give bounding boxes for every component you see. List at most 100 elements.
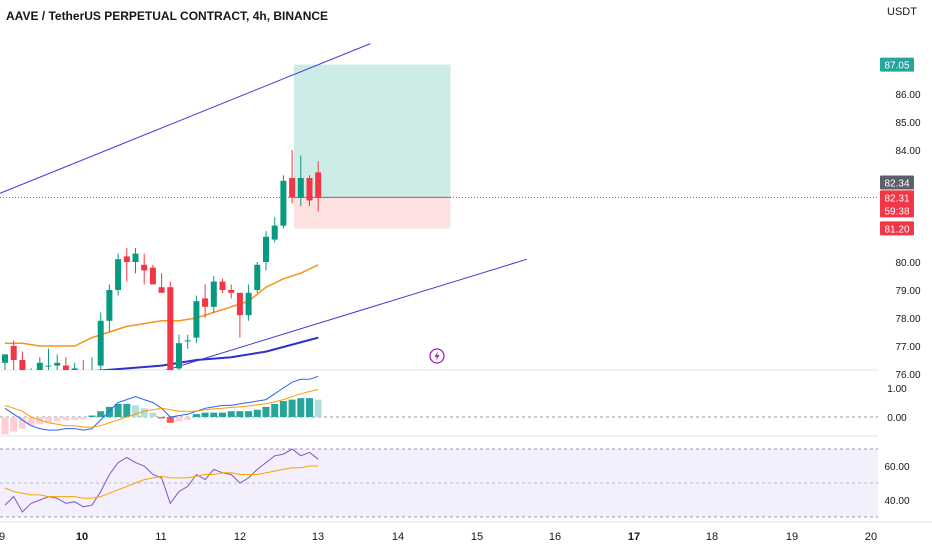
candle-body [89, 371, 95, 379]
macd-hist-bar [175, 417, 183, 422]
candle-body [271, 225, 278, 240]
candle-body [158, 287, 165, 293]
macd-hist-bar [97, 411, 105, 417]
main-pane [0, 43, 528, 379]
candle-body [149, 267, 156, 285]
candle-body [45, 365, 52, 367]
last-price-label-bg [880, 175, 914, 190]
macd-hist-bar [1, 417, 9, 435]
macd-hist-bar [184, 417, 192, 420]
price-tick-label: 78.00 [895, 314, 920, 325]
candle-body [123, 256, 130, 262]
entry-price-label-bg [880, 190, 914, 205]
countdown-label: 59:38 [884, 206, 909, 217]
signal-line [4, 388, 319, 428]
macd-hist-bar [297, 398, 305, 417]
price-tick-label: 85.00 [895, 118, 920, 129]
macd-hist-bar [140, 408, 148, 417]
time-tick-label: 16 [549, 531, 561, 543]
channel-upper-line [0, 43, 371, 194]
time-tick-label: 19 [786, 531, 798, 543]
rsi-line [4, 448, 319, 513]
time-tick-label: 10 [76, 531, 88, 543]
macd-hist-bar [288, 399, 296, 417]
take-profit-label: 87.05 [884, 61, 909, 72]
lightning-bolt-icon-glyph [434, 351, 440, 361]
last-price-label: 82.34 [884, 178, 909, 189]
candle-body [80, 371, 86, 379]
candle-body [263, 236, 269, 262]
candle-body [315, 172, 322, 198]
macd-hist-bar [271, 403, 279, 417]
take-profit-label-bg [880, 57, 914, 72]
macd-hist-bar [279, 401, 287, 417]
macd-hist-bar [123, 403, 131, 417]
candle-body [97, 320, 104, 366]
currency-label: USDT [887, 6, 917, 18]
macd-hist-bar [53, 417, 61, 422]
candle-body [115, 259, 122, 290]
loss-zone [293, 197, 451, 229]
rsi-tick-label: 40.00 [884, 496, 909, 507]
time-tick-label: 18 [706, 531, 718, 543]
price-tick-label: 86.00 [895, 90, 920, 101]
moving-average-blue [94, 336, 319, 370]
candle-body [297, 178, 304, 198]
candle-body [254, 264, 261, 290]
candle-body [228, 290, 235, 293]
candle-body [19, 360, 26, 370]
price-axis-bg [878, 0, 932, 550]
price-tick-label: 76.00 [895, 370, 920, 381]
time-tick-label: 11 [155, 531, 166, 543]
candle-body [202, 298, 209, 307]
price-tick-label: 84.00 [895, 146, 920, 157]
macd-hist-bar [245, 411, 253, 417]
stop-loss-label: 81.20 [884, 224, 909, 235]
price-tick-label: 77.00 [895, 342, 920, 353]
macd-hist-bar [71, 417, 79, 420]
macd-hist-bar [210, 412, 218, 417]
macd-hist-bar [166, 417, 174, 423]
macd-hist-bar [227, 411, 235, 417]
rsi-tick-label: 60.00 [884, 462, 909, 473]
candle-body [54, 362, 61, 366]
candle-body [193, 301, 200, 338]
candle-body [36, 362, 43, 370]
macd-hist-bar [45, 417, 52, 423]
candle-body [210, 281, 217, 307]
candle-body [245, 292, 252, 316]
macd-hist-bar [132, 405, 139, 417]
price-tick-label: 80.00 [895, 258, 920, 269]
macd-hist-bar [262, 406, 270, 417]
macd-hist-bar [158, 417, 166, 419]
macd-hist-bar [201, 412, 209, 417]
macd-tick-label: 0.00 [887, 413, 907, 424]
macd-hist-bar [314, 399, 322, 417]
lightning-bolt-icon [429, 348, 445, 364]
time-tick-label: 12 [234, 531, 246, 543]
macd-hist-bar [192, 414, 200, 417]
candle-body [236, 292, 243, 316]
time-tick-label: 20 [865, 531, 877, 543]
macd-hist-bar [105, 406, 113, 417]
candle-body [106, 290, 113, 321]
candle-body [176, 343, 182, 369]
macd-hist-bar [79, 417, 87, 420]
candle-body [132, 253, 139, 262]
countdown-label-bg [880, 203, 914, 218]
candle-body [167, 287, 174, 370]
price-tick-label: 79.00 [895, 286, 920, 297]
macd-hist-bar [236, 411, 244, 417]
macd-hist-bar [10, 417, 18, 432]
symbol-title: AAVE / TetherUS PERPETUAL CONTRACT, 4h, … [6, 9, 329, 23]
macd-hist-bar [88, 415, 96, 417]
macd-hist-bar [114, 403, 122, 417]
rsi-ma-line [4, 465, 319, 499]
macd-hist-bar [253, 409, 261, 417]
macd-hist-bar [149, 412, 157, 417]
macd-tick-label: 1.00 [887, 384, 907, 395]
candle-body [62, 365, 69, 370]
macd-hist-bar [306, 398, 313, 417]
